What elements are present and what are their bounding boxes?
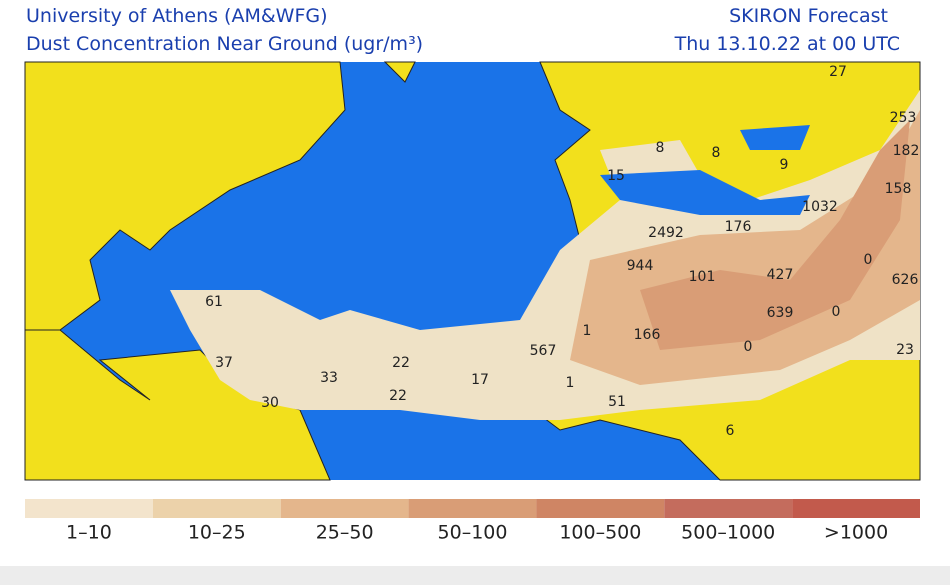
map-label: 8 (656, 140, 665, 156)
land (24, 329, 331, 481)
legend-swatch (152, 499, 281, 518)
map-label: 639 (767, 305, 794, 321)
legend-label: 50–100 (438, 522, 508, 544)
map (24, 61, 921, 481)
legend-swatch (408, 499, 537, 518)
map-label: 61 (205, 294, 223, 310)
map-label: 1032 (802, 199, 838, 215)
map-label: 0 (744, 339, 753, 355)
sea (740, 125, 810, 150)
legend-swatch (664, 499, 793, 518)
map-label: 30 (261, 395, 279, 411)
legend-label: >1000 (824, 522, 888, 544)
map-label: 253 (890, 110, 917, 126)
legend-label: 100–500 (559, 522, 641, 544)
map-label: 8 (712, 145, 721, 161)
map-label: 182 (893, 143, 920, 159)
map-label: 158 (885, 181, 912, 197)
map-label: 22 (389, 388, 407, 404)
map-label: 427 (767, 267, 794, 283)
legend-label: 1–10 (66, 522, 112, 544)
map-label: 51 (608, 394, 626, 410)
map-label: 567 (530, 343, 557, 359)
map-label: 1 (583, 323, 592, 339)
map-label: 176 (725, 219, 752, 235)
map-label: 626 (892, 272, 919, 288)
legend-swatch (536, 499, 665, 518)
legend-label: 500–1000 (681, 522, 775, 544)
legend-swatch (792, 499, 920, 518)
header-left-2: Dust Concentration Near Ground (ugr/m³) (26, 33, 423, 55)
legend-label: 10–25 (188, 522, 246, 544)
map-label: 23 (896, 342, 914, 358)
dust (640, 120, 910, 350)
map-label: 15 (607, 168, 625, 184)
header-left-1: University of Athens (AM&WFG) (26, 5, 328, 27)
map-label: 22 (392, 355, 410, 371)
legend-label: 25–50 (316, 522, 374, 544)
map-label: 944 (627, 258, 654, 274)
map-label: 6 (726, 423, 735, 439)
map-label: 17 (471, 372, 489, 388)
map-label: 166 (634, 327, 661, 343)
map-label: 33 (320, 370, 338, 386)
map-label: 0 (832, 304, 841, 320)
map-label: 101 (689, 269, 716, 285)
land (383, 61, 416, 83)
header-right-1: SKIRON Forecast (729, 5, 888, 27)
map-label: 27 (829, 64, 847, 80)
legend-swatch (25, 499, 153, 518)
header-right-2: Thu 13.10.22 at 00 UTC (674, 33, 900, 55)
map-label: 0 (864, 252, 873, 268)
legend-swatch (280, 499, 409, 518)
map-label: 2492 (648, 225, 684, 241)
sea (600, 170, 810, 215)
map-label: 37 (215, 355, 233, 371)
bottom-strip (0, 566, 950, 585)
map-label: 1 (566, 375, 575, 391)
map-label: 9 (780, 157, 789, 173)
